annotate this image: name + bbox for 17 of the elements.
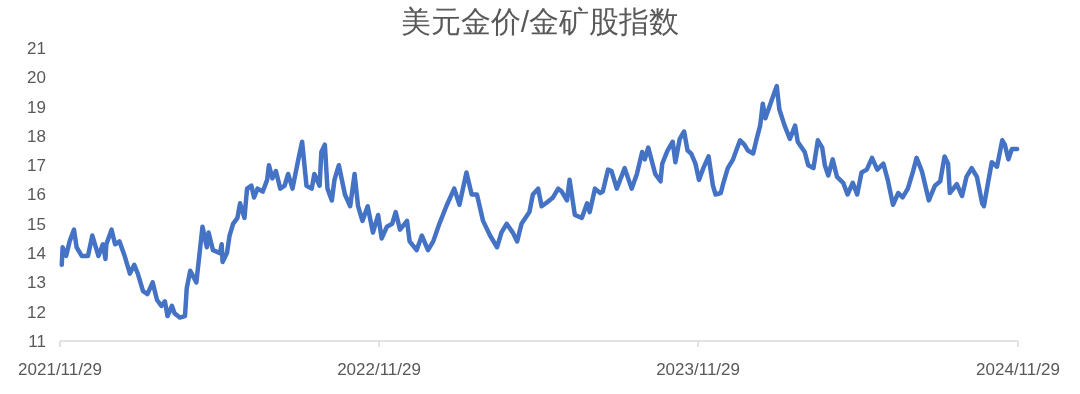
chart-title: 美元金价/金矿股指数 — [400, 5, 680, 38]
x-tick-label: 2022/11/29 — [337, 360, 421, 379]
y-tick-label: 13 — [27, 273, 46, 293]
x-tick-label: 2024/11/29 — [976, 360, 1060, 379]
x-tick-label: 2023/11/29 — [656, 360, 740, 379]
y-tick-label: 20 — [27, 68, 46, 88]
y-tick-label: 16 — [27, 185, 46, 205]
y-tick-label: 14 — [27, 244, 46, 264]
y-tick-label: 19 — [27, 97, 46, 117]
y-tick-label: 11 — [28, 331, 46, 351]
x-tick-label: 2021/11/29 — [18, 360, 102, 379]
y-tick-label: 21 — [27, 38, 46, 58]
line-series — [59, 83, 1020, 320]
y-tick-label: 17 — [27, 156, 46, 176]
y-tick-label: 15 — [27, 214, 46, 234]
y-tick-label: 12 — [27, 302, 46, 322]
y-tick-label: 18 — [27, 126, 46, 146]
